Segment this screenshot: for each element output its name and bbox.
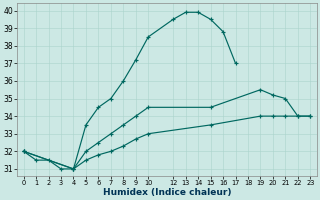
X-axis label: Humidex (Indice chaleur): Humidex (Indice chaleur): [103, 188, 231, 197]
